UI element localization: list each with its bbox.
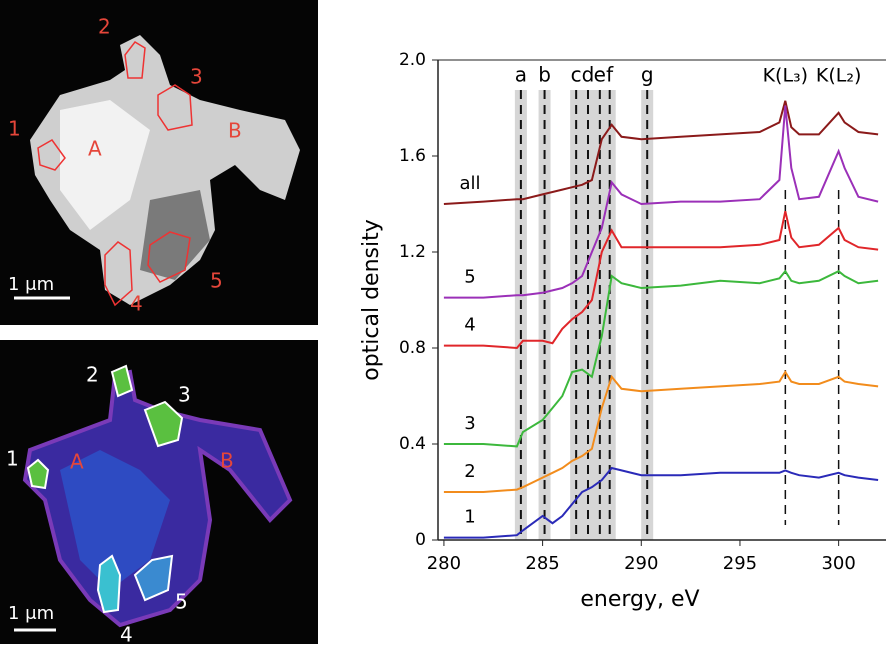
series-line	[443, 269, 879, 448]
image-2-labels: 1 2 3 4 5 A B 1 μm	[6, 363, 234, 647]
series-label: 4	[464, 315, 475, 336]
peak-label: K(L₂)	[816, 65, 862, 87]
region-label: 2	[98, 15, 111, 39]
region-label: 3	[178, 383, 191, 407]
marker-label: b	[538, 63, 551, 87]
series-label: 5	[464, 267, 475, 288]
x-tick-label: 285	[525, 553, 559, 574]
marker-label: g	[641, 63, 654, 87]
image-1-labels: 1 2 3 4 5 A B 1 μm	[8, 15, 242, 316]
marker-label: c	[571, 63, 582, 87]
micrograph	[0, 0, 318, 325]
series-line	[443, 100, 879, 205]
region-label: B	[228, 119, 242, 143]
series-line	[443, 210, 879, 350]
region-label: 3	[190, 65, 203, 89]
region-label: B	[220, 449, 234, 473]
x-tick-label: 290	[624, 553, 658, 574]
region-label: 5	[210, 269, 223, 293]
series-line	[443, 370, 879, 493]
region-label: A	[88, 137, 102, 161]
x-tick-label: 300	[821, 553, 855, 574]
series-line	[443, 466, 879, 539]
y-tick-label: 0.8	[399, 338, 426, 358]
marker-label: d	[582, 63, 595, 87]
series-label: 1	[464, 507, 475, 528]
marker-label: e	[594, 63, 606, 87]
region-label: 5	[175, 590, 188, 614]
y-tick-label: 1.6	[399, 146, 426, 166]
color-map	[0, 340, 318, 644]
marker-label: a	[515, 63, 527, 87]
marker-label: f	[606, 63, 614, 87]
series-label: all	[459, 173, 480, 194]
series-label: 3	[464, 413, 475, 434]
region-label: 4	[130, 292, 143, 316]
series-label: 2	[464, 461, 475, 482]
series-line	[443, 105, 879, 299]
region-label: A	[70, 450, 84, 474]
y-tick-label: 2.0	[399, 50, 426, 70]
x-axis-label: energy, eV	[580, 587, 699, 612]
x-tick-label: 280	[427, 553, 461, 574]
region-label: 1	[6, 447, 19, 471]
region-label: 2	[86, 363, 99, 387]
y-tick-label: 1.2	[399, 242, 426, 262]
plot: a b c d e f g K(L₃) K(L₂) 0 0.4 0.8 1.2 1.6 2.0 280 285 2…	[399, 50, 886, 574]
peak-label: K(L₃)	[763, 65, 809, 87]
region-label: 4	[120, 623, 133, 645]
scale-bar-label: 1 μm	[8, 603, 54, 624]
y-tick-label: 0	[415, 530, 426, 550]
region-label: 1	[8, 117, 21, 141]
y-axis-label: optical density	[359, 219, 384, 381]
y-tick-label: 0.4	[399, 434, 426, 454]
scale-bar-label: 1 μm	[8, 274, 54, 295]
x-tick-label: 295	[723, 553, 757, 574]
